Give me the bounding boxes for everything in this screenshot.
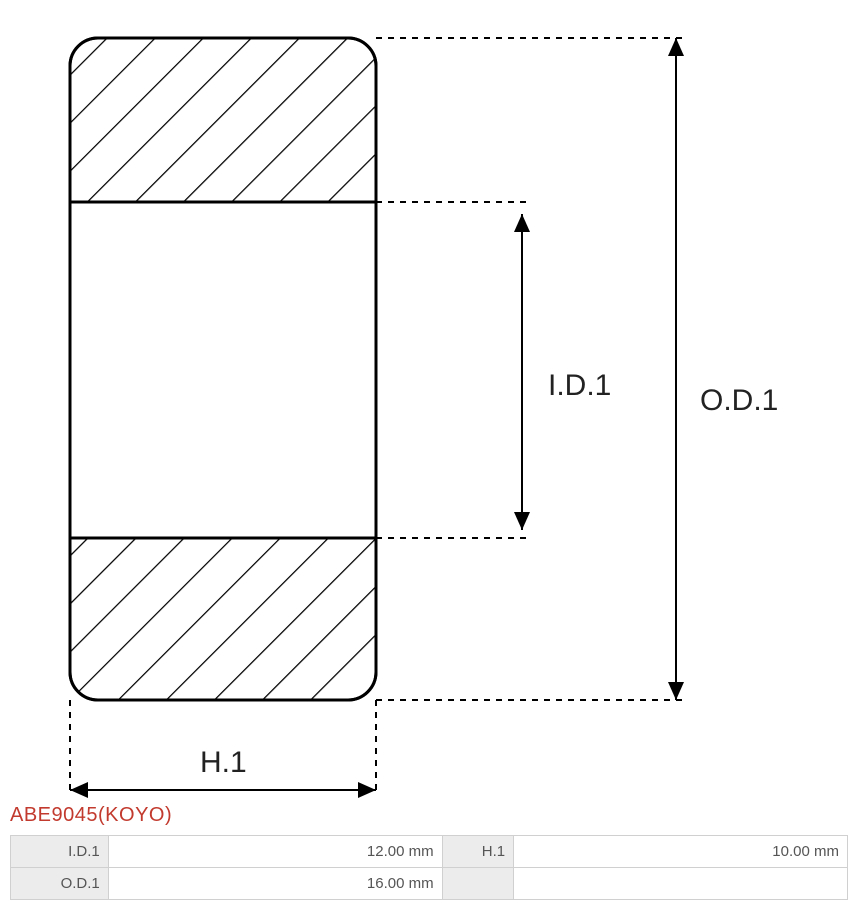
cell-value-h1: 10.00 mm (514, 836, 848, 868)
diagram-container: O.D.1 I.D.1 H.1 (0, 0, 848, 800)
cell-value-id1: 12.00 mm (108, 836, 442, 868)
svg-text:I.D.1: I.D.1 (548, 369, 611, 402)
spec-table: I.D.1 12.00 mm H.1 10.00 mm O.D.1 16.00 … (10, 835, 848, 900)
cell-value-od1: 16.00 mm (108, 868, 442, 900)
cell-label-empty (442, 868, 514, 900)
cell-value-empty (514, 868, 848, 900)
bearing-cross-section-diagram: O.D.1 I.D.1 H.1 (0, 0, 848, 800)
table-row: O.D.1 16.00 mm (11, 868, 848, 900)
svg-text:H.1: H.1 (200, 746, 247, 779)
cell-label-h1: H.1 (442, 836, 514, 868)
svg-text:O.D.1: O.D.1 (700, 384, 778, 417)
part-title: ABE9045(KOYO) (0, 800, 848, 835)
cell-label-id1: I.D.1 (11, 836, 109, 868)
table-row: I.D.1 12.00 mm H.1 10.00 mm (11, 836, 848, 868)
cell-label-od1: O.D.1 (11, 868, 109, 900)
